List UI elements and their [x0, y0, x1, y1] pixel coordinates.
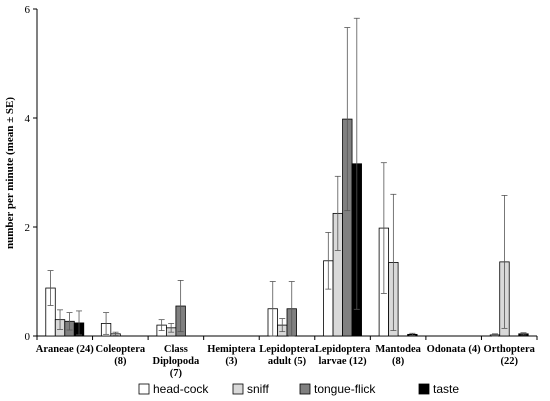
category-label: Coleoptera [96, 344, 146, 355]
category-label: Orthoptera [484, 344, 536, 355]
category-label: Diplopoda [153, 356, 200, 367]
y-tick-label: 6 [25, 4, 31, 16]
category-label: (3) [225, 356, 238, 367]
category-labels: Araneae (24) Coleoptera(8)ClassDiplopoda(… [36, 344, 536, 379]
legend-swatch-taste [418, 383, 430, 395]
legend-label-tongue-flick: tongue-flick [314, 382, 376, 396]
category-label: (8) [392, 356, 405, 367]
category-label: Odonata (4) [427, 344, 481, 355]
legend-label-taste: taste [433, 382, 459, 396]
category-label: Hemiptera [207, 344, 256, 355]
category-label: Lepidoptera [315, 344, 371, 355]
legend-swatch-sniff [232, 383, 244, 395]
y-tick-label: 4 [25, 113, 31, 125]
legend-label-head-cock: head-cock [153, 382, 209, 396]
category-label: Class [164, 344, 188, 355]
category-label: (8) [114, 356, 127, 367]
category-label: Lepidoptera [259, 344, 315, 355]
error-bars [47, 17, 527, 337]
y-tick-label: 0 [25, 331, 31, 343]
legend: head-cock sniff tongue-flick taste [138, 382, 459, 396]
y-ticks: 0 2 4 6 [25, 4, 37, 343]
y-tick-label: 2 [25, 222, 31, 234]
legend-swatch-head-cock [138, 383, 150, 395]
y-axis-title: number per minute (mean ± SE) [4, 97, 16, 249]
legend-label-sniff: sniff [247, 382, 269, 396]
legend-swatch-tongue-flick [299, 383, 311, 395]
bars [45, 118, 529, 337]
axes [36, 9, 537, 337]
category-label: (7) [170, 368, 183, 379]
category-label: Mantodea [375, 344, 421, 355]
category-label: (22) [500, 356, 518, 367]
x-ticks [36, 336, 538, 340]
category-label: Araneae (24) [36, 344, 95, 355]
category-label: adult (5) [268, 356, 307, 367]
category-label: larvae (12) [319, 356, 368, 367]
